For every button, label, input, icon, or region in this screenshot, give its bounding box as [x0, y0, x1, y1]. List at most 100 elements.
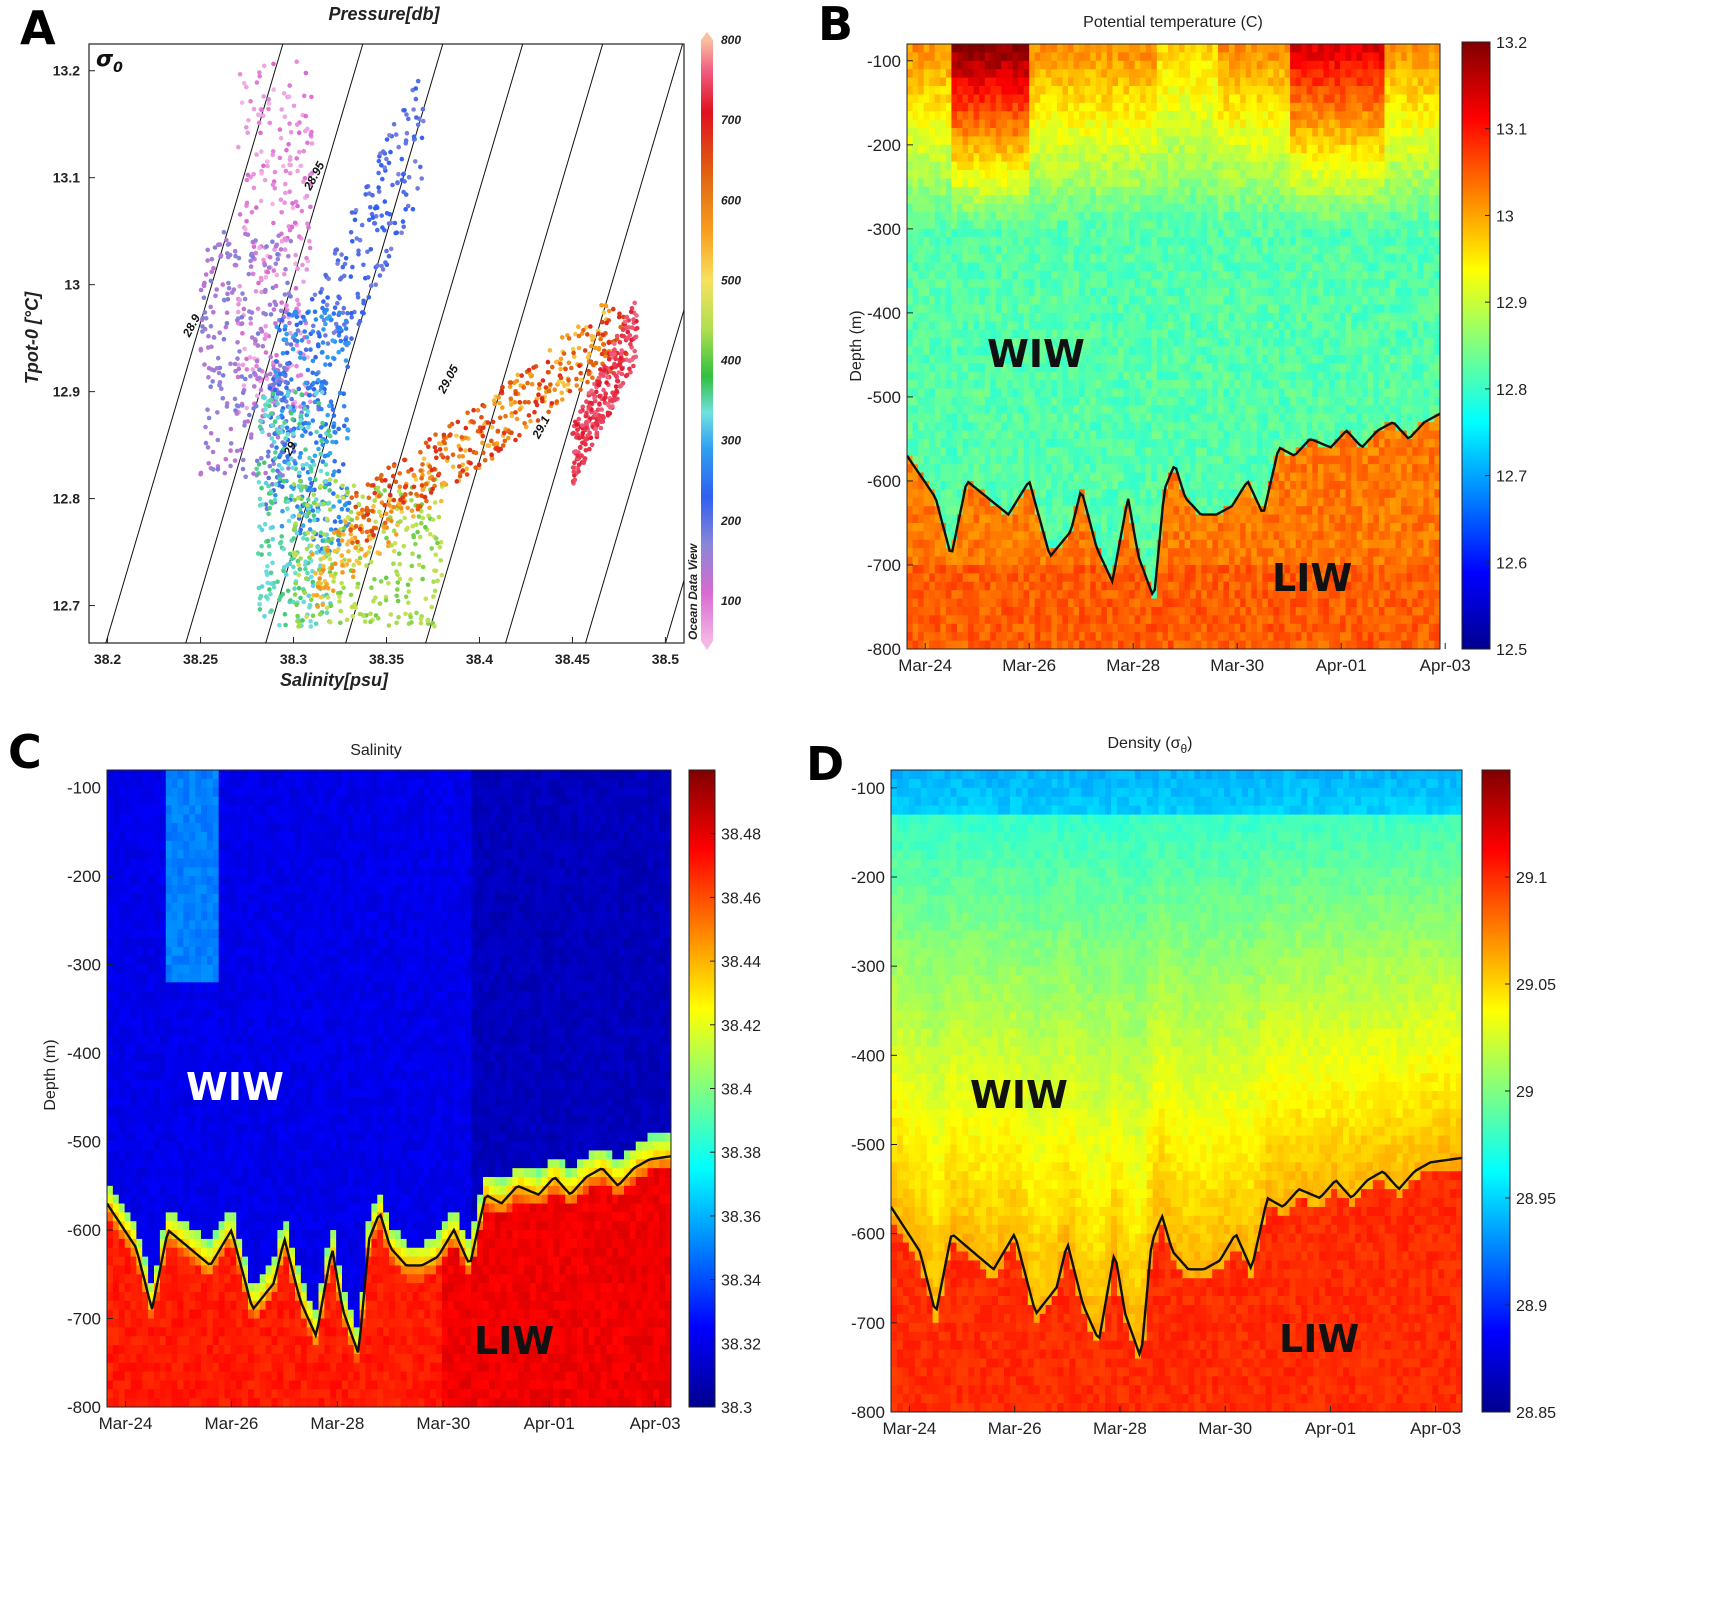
heatmap-cell — [940, 270, 947, 280]
heatmap-cell — [912, 363, 919, 373]
heatmap-cell — [1084, 262, 1091, 272]
heatmap-cell — [984, 237, 991, 247]
heatmap-cell — [907, 598, 914, 608]
heatmap-cell — [1029, 590, 1036, 600]
heatmap-cell — [1029, 212, 1036, 222]
heatmap-cell — [1018, 170, 1025, 180]
heatmap-cell — [1023, 497, 1030, 507]
ts-point — [437, 441, 442, 446]
heatmap-cell — [968, 304, 975, 314]
heatmap-cell — [1006, 60, 1014, 70]
ts-point — [515, 372, 521, 378]
ts-point — [286, 94, 292, 99]
ts-point — [364, 538, 370, 543]
heatmap-cell — [1095, 111, 1102, 121]
ts-point — [389, 509, 394, 514]
ts-point — [418, 620, 424, 626]
heatmap-cell — [962, 144, 969, 154]
heatmap-cell — [1095, 497, 1102, 507]
heatmap-cell — [1079, 237, 1086, 247]
ts-point — [309, 481, 314, 486]
ts-point — [338, 338, 344, 344]
heatmap-cell — [951, 178, 958, 188]
heatmap-cell — [1045, 489, 1052, 499]
heatmap-cell — [1062, 606, 1069, 616]
heatmap-cell — [1095, 52, 1102, 62]
ts-point — [321, 555, 326, 561]
heatmap-cell — [1034, 329, 1041, 339]
heatmap-cell — [984, 304, 991, 314]
ts-point — [298, 355, 303, 360]
heatmap-cell — [1012, 413, 1019, 423]
ts-point — [263, 324, 269, 329]
heatmap-cell — [907, 405, 914, 415]
ts-point — [368, 283, 374, 289]
heatmap-cell — [1029, 161, 1036, 171]
heatmap-cell — [979, 153, 986, 163]
ts-point — [325, 341, 331, 346]
ts-point — [308, 347, 313, 352]
ts-point — [304, 335, 310, 340]
heatmap-cell — [1018, 186, 1025, 196]
heatmap-cell — [956, 128, 964, 138]
heatmap-cell — [990, 640, 997, 649]
heatmap-cell — [990, 77, 997, 87]
heatmap-cell — [990, 581, 997, 591]
ts-point — [345, 541, 350, 547]
ts-point — [294, 322, 300, 328]
heatmap-cell — [1090, 212, 1097, 222]
ts-point — [619, 366, 625, 372]
ts-point — [287, 162, 292, 167]
heatmap-cell — [1090, 279, 1097, 289]
heatmap-cell — [907, 539, 914, 549]
ts-point — [427, 505, 432, 511]
ts-point — [314, 440, 319, 445]
heatmap-cell — [945, 531, 953, 541]
heatmap-cell — [907, 489, 914, 499]
heatmap-cell — [990, 329, 997, 339]
heatmap-cell — [934, 111, 941, 121]
heatmap-cell — [907, 52, 914, 62]
heatmap-cell — [1029, 623, 1036, 633]
ts-point — [253, 205, 259, 210]
heatmap-cell — [912, 245, 919, 255]
heatmap-cell — [1084, 144, 1091, 154]
heatmap-cell — [1018, 606, 1025, 616]
ts-point — [266, 403, 272, 409]
heatmap-cell — [1045, 321, 1052, 331]
ts-point — [281, 163, 286, 169]
heatmap-cell — [995, 455, 1002, 465]
heatmap-cell — [1079, 623, 1086, 633]
ts-point — [283, 399, 289, 404]
ts-point — [582, 348, 588, 353]
heatmap-cell — [1090, 186, 1097, 196]
heatmap-cell — [962, 52, 969, 62]
heatmap-cell — [951, 422, 958, 432]
heatmap-cell — [912, 312, 919, 322]
heatmap-cell — [968, 296, 975, 306]
ts-point — [268, 397, 274, 403]
heatmap-cell — [929, 623, 936, 633]
heatmap-cell — [1084, 548, 1091, 558]
heatmap-cell — [1045, 506, 1052, 516]
ts-point — [317, 611, 323, 617]
ts-point — [238, 447, 244, 453]
heatmap-cell — [956, 564, 964, 574]
ts-point — [437, 544, 443, 550]
heatmap-cell — [1084, 371, 1091, 381]
heatmap-cell — [1012, 590, 1019, 600]
heatmap-cell — [1056, 203, 1064, 213]
heatmap-cell — [1101, 388, 1108, 398]
heatmap-cell — [1040, 472, 1047, 482]
heatmap-cell — [979, 338, 986, 348]
heatmap-cell — [940, 506, 947, 516]
heatmap-cell — [907, 237, 914, 247]
heatmap-cell — [1090, 606, 1097, 616]
heatmap-cell — [1018, 203, 1025, 213]
ts-point — [291, 312, 297, 317]
heatmap-cell — [962, 581, 969, 591]
heatmap-cell — [962, 623, 969, 633]
ts-point — [536, 392, 541, 398]
ts-point — [272, 387, 278, 393]
ts-point — [341, 462, 346, 467]
